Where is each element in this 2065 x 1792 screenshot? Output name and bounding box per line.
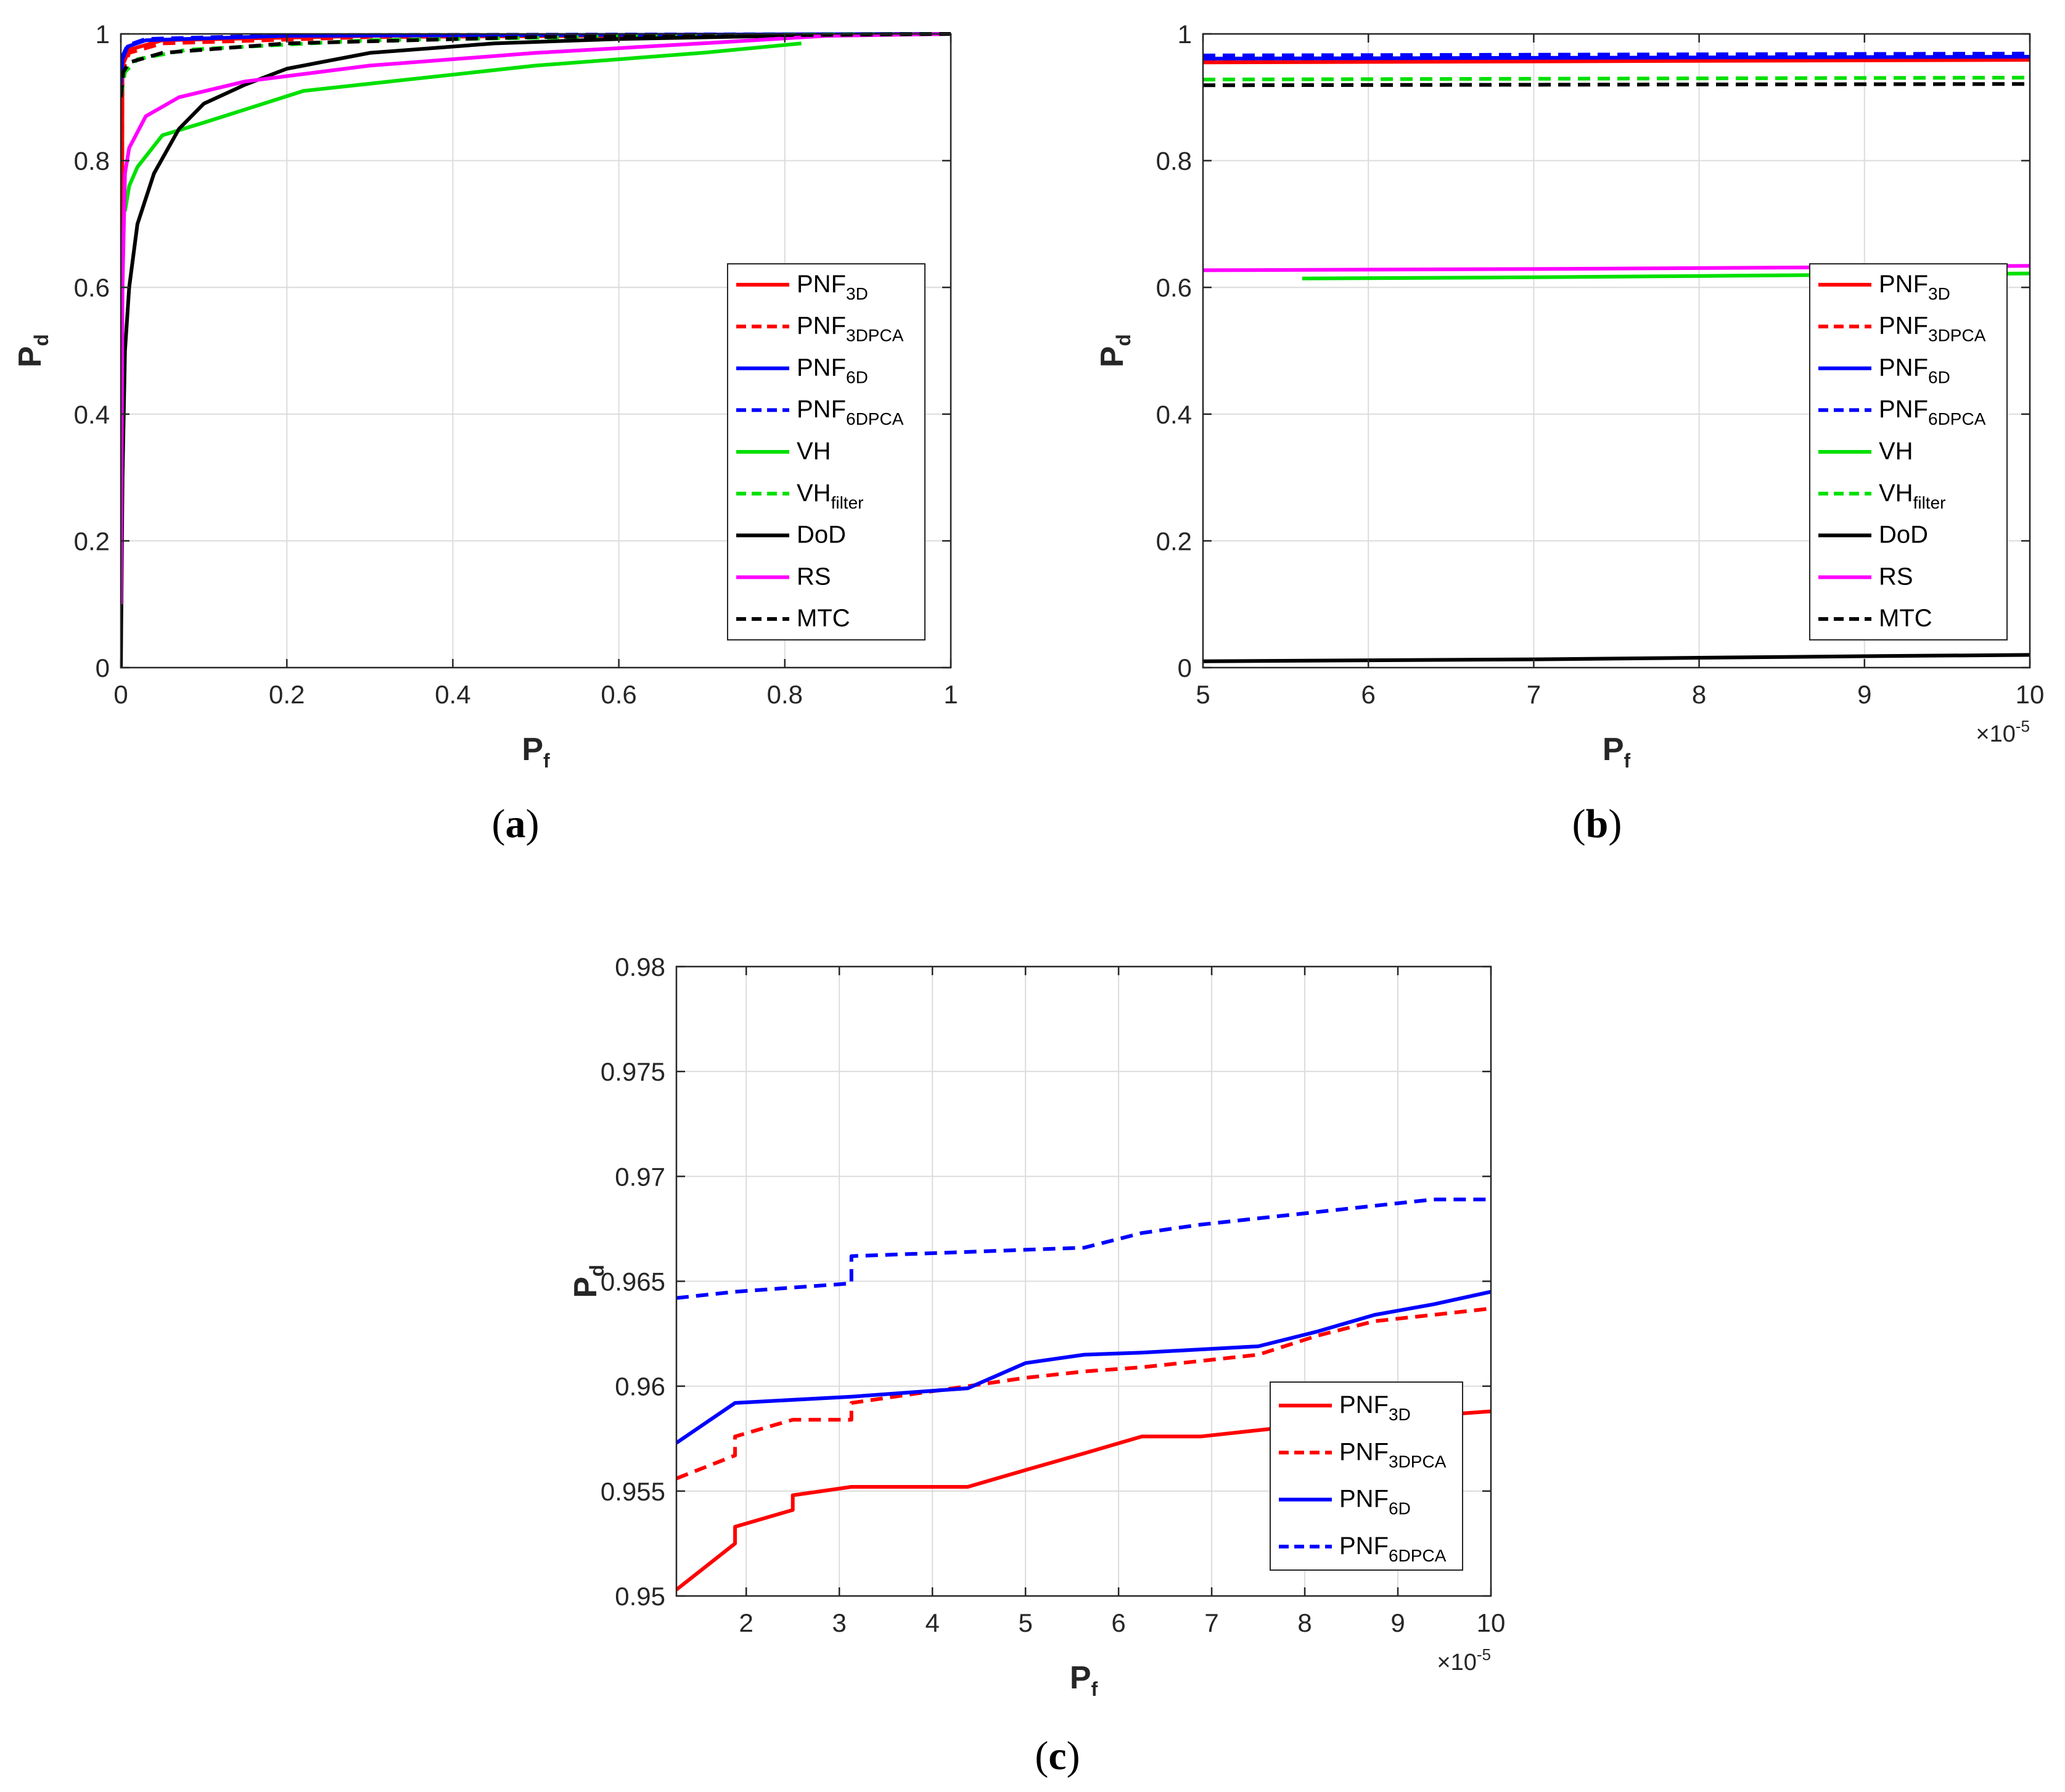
x-tick-label: 0.8 <box>767 680 803 709</box>
x-axis-multiplier: ×10-5 <box>1976 717 2030 747</box>
series-line-pnf-6dpca <box>676 1197 1491 1300</box>
legend-entry-label: DoD <box>797 522 846 549</box>
y-tick-label: 0.2 <box>1156 526 1192 555</box>
y-tick-label: 0.955 <box>601 1477 665 1506</box>
series-line-dod <box>121 32 951 668</box>
y-tick-label: 0.98 <box>615 952 665 981</box>
y-tick-label: 1 <box>1178 20 1192 49</box>
legend-entry-label: RS <box>797 563 831 590</box>
legend: PNF3DPNF3DPCAPNF6DPNF6DPCAVHVHfilterDoDR… <box>1809 263 2008 640</box>
y-tick-label: 1 <box>96 20 110 49</box>
y-tick-label: 0.975 <box>601 1057 665 1086</box>
series-line-pnf-3d <box>1203 58 2030 65</box>
y-tick-label: 0.95 <box>615 1582 665 1611</box>
x-tick-label: 5 <box>1196 680 1210 709</box>
chart-c: 2 3 4 5 6 7 8 9 10 0.95 0.955 0.96 0.965 0.97 0.975 0.9… <box>568 952 1505 1778</box>
x-tick-label: 10 <box>1477 1608 1506 1637</box>
x-axis-label: Pf <box>1603 732 1631 772</box>
x-tick-label: 10 <box>2016 680 2045 709</box>
chart-b: 5 6 7 8 9 10 0 0.2 0.4 0.6 0.8 1 ×10-5 Pf Pd PNF3DPNF3D… <box>1094 20 2044 846</box>
x-tick-label: 6 <box>1111 1608 1125 1637</box>
x-tick-label: 4 <box>925 1608 939 1637</box>
series-line-mtc <box>121 32 951 98</box>
x-tick-label: 0.2 <box>269 680 305 709</box>
series-line-vh <box>123 41 802 212</box>
series-line-pnf-6dpca <box>121 32 951 79</box>
series-line-pnf-3dpca <box>676 1306 1491 1481</box>
x-tick-label: 7 <box>1204 1608 1218 1637</box>
legend: PNF3DPNF3DPCAPNF6DPNF6DPCAVHVHfilterDoDR… <box>727 263 926 640</box>
y-axis-label: Pd <box>1094 334 1135 367</box>
y-tick-label: 0.96 <box>615 1372 665 1401</box>
x-tick-label: 9 <box>1857 680 1871 709</box>
x-tick-label: 6 <box>1361 680 1376 709</box>
y-axis-label: Pd <box>12 334 52 367</box>
x-tick-label: 0.6 <box>601 680 636 709</box>
x-axis-label: Pf <box>522 732 550 772</box>
x-tick-label: 3 <box>832 1608 847 1637</box>
legend-box <box>1270 1381 1463 1571</box>
axes-frame <box>120 33 952 669</box>
legend-entry-label: MTC <box>797 605 850 632</box>
x-tick-label: 5 <box>1018 1608 1032 1637</box>
legend-entry-label: VH <box>797 438 831 465</box>
axes-frame <box>1202 33 2031 669</box>
y-tick-label: 0 <box>96 653 110 682</box>
series-line-rs <box>121 32 951 605</box>
x-tick-label: 0 <box>113 680 128 709</box>
legend-entry-label: DoD <box>1879 522 1928 549</box>
y-tick-label: 0.4 <box>74 400 110 429</box>
series-line-pnf-6d <box>1203 55 2030 61</box>
chart-a: 0 0.2 0.4 0.6 0.8 1 0 0.2 0.4 0.6 0.8 1 Pf Pd PNF3DPNF… <box>12 20 958 846</box>
panel-label: (a) <box>492 801 540 846</box>
y-tick-label: 0.8 <box>74 147 110 176</box>
panel-label: (b) <box>1572 801 1622 846</box>
y-tick-label: 0.965 <box>601 1267 665 1296</box>
x-tick-label: 7 <box>1527 680 1541 709</box>
x-tick-label: 2 <box>739 1608 753 1637</box>
y-tick-label: 0.97 <box>615 1162 665 1191</box>
series-group <box>121 32 951 668</box>
x-tick-label: 8 <box>1297 1608 1312 1637</box>
y-axis-label: Pd <box>568 1264 608 1298</box>
y-tick-label: 0.4 <box>1156 400 1192 429</box>
y-tick-label: 0.6 <box>1156 273 1192 302</box>
x-tick-label: 1 <box>943 680 958 709</box>
panel-label: (c) <box>1035 1733 1080 1778</box>
x-tick-label: 9 <box>1390 1608 1405 1637</box>
series-line-pnf-6d <box>676 1290 1491 1445</box>
x-axis-multiplier: ×10-5 <box>1437 1645 1491 1675</box>
y-tick-label: 0.6 <box>74 273 110 302</box>
legend-entry-label: VH <box>1879 438 1913 465</box>
y-tick-label: 0.2 <box>74 526 110 555</box>
y-tick-label: 0.8 <box>1156 147 1192 176</box>
y-tick-label: 0 <box>1178 653 1192 682</box>
x-tick-label: 8 <box>1692 680 1706 709</box>
legend-entry-label: MTC <box>1879 605 1932 632</box>
x-axis-label: Pf <box>1070 1660 1098 1700</box>
x-tick-label: 0.4 <box>435 680 470 709</box>
legend-entry-label: RS <box>1879 563 1913 590</box>
